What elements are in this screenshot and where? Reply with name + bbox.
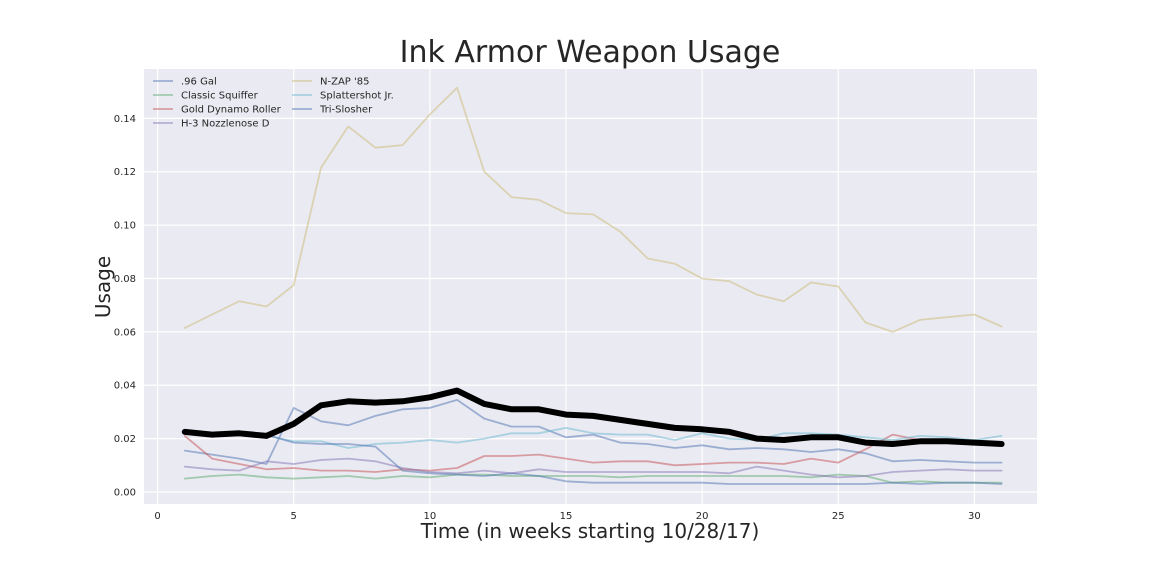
series-lines (181, 86, 1005, 485)
y-tick-label: 0.08 (114, 274, 136, 285)
y-tick-label: 0.04 (114, 381, 136, 392)
chart-title: Ink Armor Weapon Usage (400, 35, 781, 70)
y-tick-label: 0.06 (114, 327, 136, 338)
y-tick-label: 0.10 (114, 221, 136, 232)
series-line-96-gal (183, 398, 1003, 465)
series-line-overall (181, 387, 1005, 447)
legend-label: N-ZAP '85 (320, 77, 369, 88)
y-tick-label: 0.14 (114, 114, 136, 125)
series-line-tri-slosher (183, 430, 1003, 485)
legend-label: H-3 Nozzlenose D (181, 119, 270, 130)
legend: .96 Gal Classic Squiffer Gold Dynamo Rolle… (153, 77, 394, 130)
series-line-h-3-nozzlenose-d (183, 457, 1003, 479)
series-line-splattershot-jr (183, 426, 1003, 449)
x-axis-label: Time (in weeks starting 10/28/17) (420, 519, 760, 543)
legend-label: .96 Gal (181, 77, 217, 88)
y-tick-label: 0.02 (114, 434, 136, 445)
x-tick-label: 10 (424, 511, 437, 522)
legend-label: Classic Squiffer (181, 91, 259, 102)
x-tick-label: 30 (968, 511, 981, 522)
legend-label: Gold Dynamo Roller (181, 105, 282, 116)
legend-label: Splattershot Jr. (320, 91, 394, 102)
x-tick-label: 0 (154, 511, 160, 522)
y-axis-label: Usage (91, 256, 115, 318)
y-tick-label: 0.12 (114, 167, 136, 178)
series-line-gold-dynamo-roller (183, 433, 1003, 473)
x-tick-label: 25 (832, 511, 845, 522)
gridlines (144, 69, 1037, 504)
series-line-n-zap-85 (183, 86, 1003, 333)
y-tick-label: 0.00 (114, 487, 136, 498)
tick-labels: 0 5 10 15 20 25 30 0.00 0.02 0.04 0.06 0.08 0.10 0.12… (114, 114, 981, 522)
x-tick-label: 20 (696, 511, 709, 522)
x-tick-label: 15 (560, 511, 573, 522)
x-tick-label: 5 (291, 511, 297, 522)
legend-label: Tri-Slosher (319, 105, 373, 116)
